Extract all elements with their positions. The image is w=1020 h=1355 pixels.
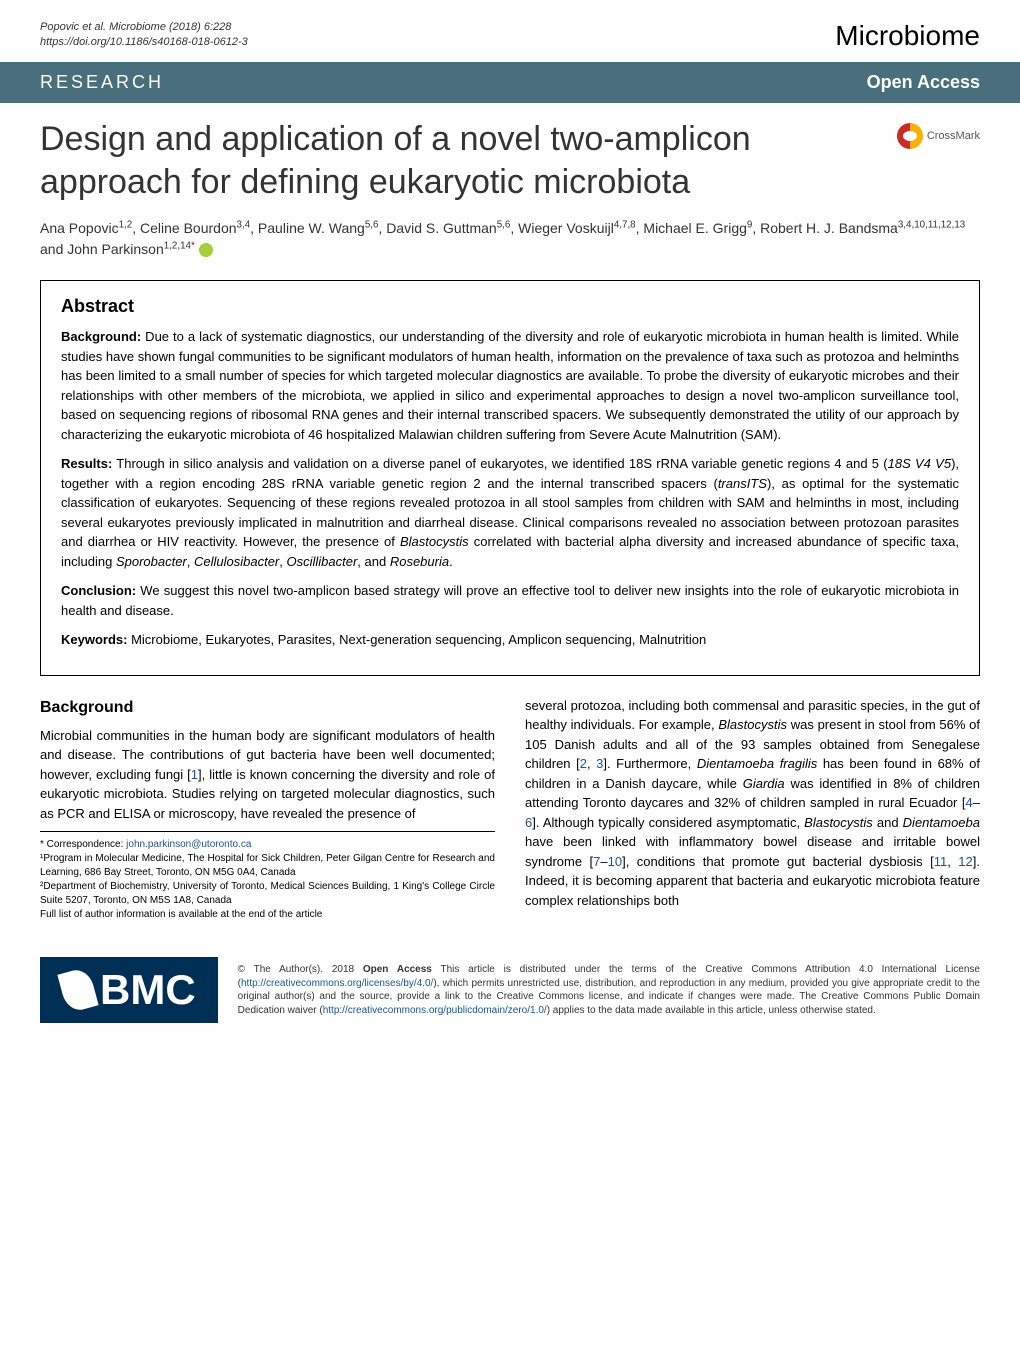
footnotes: * Correspondence: john.parkinson@utoront… bbox=[40, 831, 495, 922]
abstract-conclusion: Conclusion: We suggest this novel two-am… bbox=[61, 581, 959, 620]
research-label: RESEARCH bbox=[40, 72, 164, 93]
full-list-note: Full list of author information is avail… bbox=[40, 908, 495, 922]
background-heading: Background bbox=[40, 696, 495, 720]
keywords-text: Microbiome, Eukaryotes, Parasites, Next-… bbox=[127, 632, 706, 647]
abstract-background: Background: Due to a lack of systematic … bbox=[61, 327, 959, 444]
crossmark-icon bbox=[897, 123, 923, 149]
right-column: several protozoa, including both commens… bbox=[525, 696, 980, 923]
keywords-label: Keywords: bbox=[61, 632, 127, 647]
citation-line-2: https://doi.org/10.1186/s40168-018-0612-… bbox=[40, 35, 248, 50]
background-right-text: several protozoa, including both commens… bbox=[525, 696, 980, 911]
journal-name: Microbiome bbox=[835, 20, 980, 52]
orcid-icon[interactable] bbox=[199, 243, 213, 257]
research-banner: RESEARCH Open Access bbox=[0, 62, 1020, 103]
correspondence-line: * Correspondence: john.parkinson@utoront… bbox=[40, 838, 495, 852]
correspondence-label: * Correspondence: bbox=[40, 839, 126, 850]
bmc-text: BMC bbox=[100, 969, 196, 1011]
abstract-heading: Abstract bbox=[61, 296, 959, 317]
article-title: Design and application of a novel two-am… bbox=[40, 118, 877, 203]
abstract-box: Abstract Background: Due to a lack of sy… bbox=[40, 280, 980, 676]
article-body: Design and application of a novel two-am… bbox=[0, 103, 1020, 942]
footer-bar: BMC © The Author(s). 2018 Open Access Th… bbox=[0, 942, 1020, 1038]
correspondence-email[interactable]: john.parkinson@utoronto.ca bbox=[126, 839, 251, 850]
title-row: Design and application of a novel two-am… bbox=[40, 118, 980, 203]
background-text: Due to a lack of systematic diagnostics,… bbox=[61, 329, 959, 442]
header-top: Popovic et al. Microbiome (2018) 6:228 h… bbox=[0, 0, 1020, 62]
bmc-leaf-icon bbox=[57, 967, 98, 1014]
background-left-text: Microbial communities in the human body … bbox=[40, 726, 495, 824]
crossmark-badge[interactable]: CrossMark bbox=[897, 118, 980, 149]
authors-text: Ana Popovic1,2, Celine Bourdon3,4, Pauli… bbox=[40, 220, 965, 257]
citation: Popovic et al. Microbiome (2018) 6:228 h… bbox=[40, 20, 248, 51]
authors-list: Ana Popovic1,2, Celine Bourdon3,4, Pauli… bbox=[40, 218, 980, 260]
conclusion-text: We suggest this novel two-amplicon based… bbox=[61, 583, 959, 618]
affiliation-2: ²Department of Biochemistry, University … bbox=[40, 880, 495, 908]
abstract-results: Results: Through in silico analysis and … bbox=[61, 454, 959, 571]
conclusion-label: Conclusion: bbox=[61, 583, 136, 598]
results-text: Through in silico analysis and validatio… bbox=[61, 456, 959, 569]
crossmark-text: CrossMark bbox=[927, 130, 980, 142]
results-label: Results: bbox=[61, 456, 112, 471]
license-text: © The Author(s). 2018 Open Access This a… bbox=[238, 963, 980, 1017]
background-label: Background: bbox=[61, 329, 141, 344]
abstract-keywords: Keywords: Microbiome, Eukaryotes, Parasi… bbox=[61, 630, 959, 650]
open-access-label: Open Access bbox=[867, 72, 980, 93]
bmc-logo: BMC bbox=[40, 957, 218, 1023]
left-column: Background Microbial communities in the … bbox=[40, 696, 495, 923]
affiliation-1: ¹Program in Molecular Medicine, The Hosp… bbox=[40, 852, 495, 880]
two-column-body: Background Microbial communities in the … bbox=[40, 696, 980, 923]
citation-line-1: Popovic et al. Microbiome (2018) 6:228 bbox=[40, 20, 248, 35]
